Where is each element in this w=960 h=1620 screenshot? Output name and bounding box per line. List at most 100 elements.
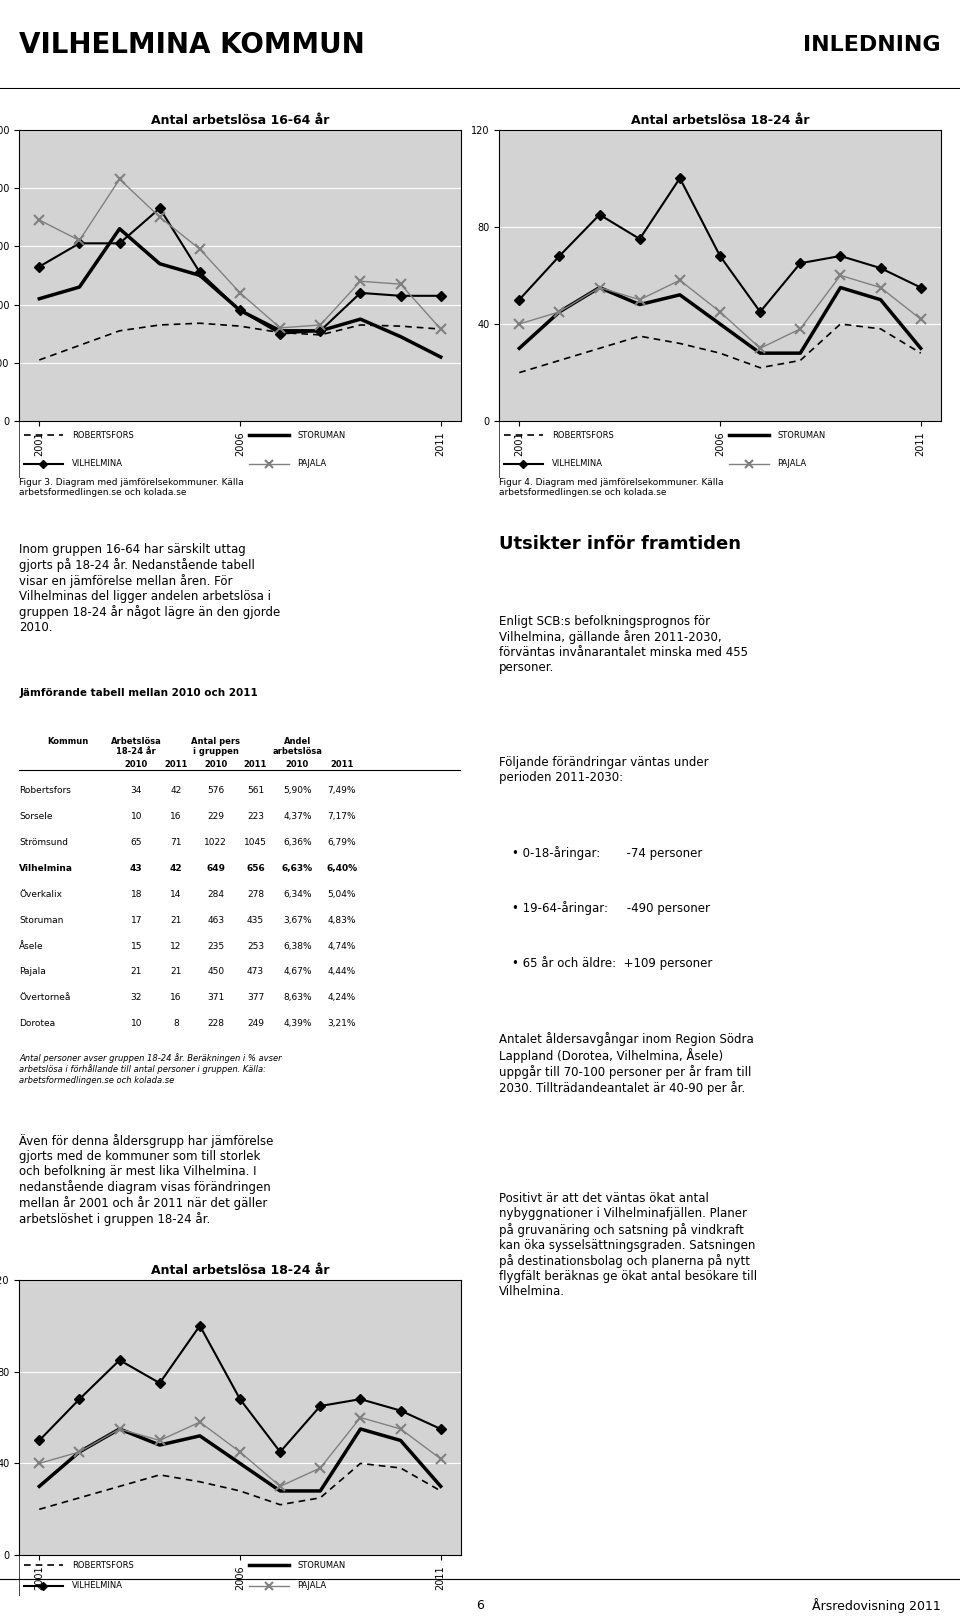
Text: 249: 249 xyxy=(247,1019,264,1029)
Text: 2010: 2010 xyxy=(204,760,228,770)
Text: Pajala: Pajala xyxy=(19,967,46,977)
Text: 3,67%: 3,67% xyxy=(283,915,312,925)
Text: 6,36%: 6,36% xyxy=(283,838,312,847)
Text: 18: 18 xyxy=(131,889,142,899)
Text: 235: 235 xyxy=(207,941,225,951)
Text: 5,04%: 5,04% xyxy=(327,889,356,899)
Text: 17: 17 xyxy=(131,915,142,925)
Text: 6: 6 xyxy=(476,1599,484,1612)
Text: 4,67%: 4,67% xyxy=(283,967,312,977)
Text: Övertorneå: Övertorneå xyxy=(19,993,71,1003)
Text: 2011: 2011 xyxy=(164,760,187,770)
Text: 649: 649 xyxy=(206,863,226,873)
Text: STORUMAN: STORUMAN xyxy=(298,431,346,441)
Text: Antal personer avser gruppen 18-24 år. Beräkningen i % avser
arbetslösa i förhål: Antal personer avser gruppen 18-24 år. B… xyxy=(19,1053,282,1085)
Text: 463: 463 xyxy=(207,915,225,925)
Text: • 0-18-åringar:       -74 personer: • 0-18-åringar: -74 personer xyxy=(513,846,703,860)
Text: Åsele: Åsele xyxy=(19,941,44,951)
Text: 4,24%: 4,24% xyxy=(327,993,356,1003)
Text: 6,40%: 6,40% xyxy=(326,863,357,873)
Text: 15: 15 xyxy=(131,941,142,951)
Text: VILHELMINA KOMMUN: VILHELMINA KOMMUN xyxy=(19,31,365,58)
Text: 6,38%: 6,38% xyxy=(283,941,312,951)
Text: 4,83%: 4,83% xyxy=(327,915,356,925)
Text: PAJALA: PAJALA xyxy=(298,1581,326,1591)
Text: 21: 21 xyxy=(170,915,181,925)
Text: 284: 284 xyxy=(207,889,225,899)
Text: 43: 43 xyxy=(130,863,142,873)
Text: STORUMAN: STORUMAN xyxy=(778,431,826,441)
Text: Strömsund: Strömsund xyxy=(19,838,68,847)
Title: Antal arbetslösa 16-64 år: Antal arbetslösa 16-64 år xyxy=(151,113,329,126)
Text: 4,39%: 4,39% xyxy=(283,1019,312,1029)
Text: 65: 65 xyxy=(131,838,142,847)
Text: Vilhelmina: Vilhelmina xyxy=(19,863,73,873)
Text: 4,44%: 4,44% xyxy=(327,967,356,977)
Text: PAJALA: PAJALA xyxy=(778,458,806,468)
Text: 12: 12 xyxy=(170,941,181,951)
Text: 2011: 2011 xyxy=(330,760,353,770)
Text: Antalet åldersavgångar inom Region Södra
Lappland (Dorotea, Vilhelmina, Åsele)
u: Antalet åldersavgångar inom Region Södra… xyxy=(499,1032,754,1095)
Text: 32: 32 xyxy=(131,993,142,1003)
Text: VILHELMINA: VILHELMINA xyxy=(72,1581,123,1591)
Text: • 19-64-åringar:     -490 personer: • 19-64-åringar: -490 personer xyxy=(513,901,710,915)
Text: 34: 34 xyxy=(131,786,142,795)
Text: PAJALA: PAJALA xyxy=(298,458,326,468)
Text: 228: 228 xyxy=(207,1019,225,1029)
Text: Inom gruppen 16-64 har särskilt uttag
gjorts på 18-24 år. Nedanstående tabell
vi: Inom gruppen 16-64 har särskilt uttag gj… xyxy=(19,543,280,633)
Text: 223: 223 xyxy=(247,812,264,821)
Text: 6,34%: 6,34% xyxy=(283,889,312,899)
Text: 2010: 2010 xyxy=(286,760,309,770)
Text: INLEDNING: INLEDNING xyxy=(804,34,941,55)
Text: Följande förändringar väntas under
perioden 2011-2030:: Följande förändringar väntas under perio… xyxy=(499,755,708,784)
Text: 42: 42 xyxy=(170,786,181,795)
Text: STORUMAN: STORUMAN xyxy=(298,1560,346,1570)
Text: 2011: 2011 xyxy=(244,760,267,770)
Title: Antal arbetslösa 18-24 år: Antal arbetslösa 18-24 år xyxy=(151,1264,329,1277)
Text: 8,63%: 8,63% xyxy=(283,993,312,1003)
Text: ROBERTSFORS: ROBERTSFORS xyxy=(72,431,134,441)
Text: 576: 576 xyxy=(207,786,225,795)
Text: 5,90%: 5,90% xyxy=(283,786,312,795)
Text: 3,21%: 3,21% xyxy=(327,1019,356,1029)
Text: Enligt SCB:s befolkningsprognos för
Vilhelmina, gällande åren 2011-2030,
förvänt: Enligt SCB:s befolkningsprognos för Vilh… xyxy=(499,616,748,674)
Text: Kommun: Kommun xyxy=(47,737,88,745)
Text: 473: 473 xyxy=(247,967,264,977)
Text: 21: 21 xyxy=(131,967,142,977)
Text: Figur 3. Diagram med jämförelsekommuner. Källa
arbetsformedlingen.se och kolada.: Figur 3. Diagram med jämförelsekommuner.… xyxy=(19,478,244,497)
Text: Andel
arbetslösa: Andel arbetslösa xyxy=(273,737,323,757)
Text: 42: 42 xyxy=(170,863,182,873)
Title: Antal arbetslösa 18-24 år: Antal arbetslösa 18-24 år xyxy=(631,113,809,126)
Text: 4,74%: 4,74% xyxy=(327,941,356,951)
Text: 2010: 2010 xyxy=(125,760,148,770)
Text: 71: 71 xyxy=(170,838,181,847)
Text: 656: 656 xyxy=(246,863,265,873)
Text: Utsikter inför framtiden: Utsikter inför framtiden xyxy=(499,535,741,552)
Text: Arbetslösa
18-24 år: Arbetslösa 18-24 år xyxy=(110,737,161,757)
Text: 10: 10 xyxy=(131,812,142,821)
Text: 229: 229 xyxy=(207,812,225,821)
Text: 371: 371 xyxy=(207,993,225,1003)
Text: 4,37%: 4,37% xyxy=(283,812,312,821)
Text: 1022: 1022 xyxy=(204,838,228,847)
Text: VILHELMINA: VILHELMINA xyxy=(552,458,603,468)
Text: Dorotea: Dorotea xyxy=(19,1019,56,1029)
Text: Jämförande tabell mellan 2010 och 2011: Jämförande tabell mellan 2010 och 2011 xyxy=(19,688,258,698)
Text: 253: 253 xyxy=(247,941,264,951)
Text: 21: 21 xyxy=(170,967,181,977)
Text: Robertsfors: Robertsfors xyxy=(19,786,71,795)
Text: 1045: 1045 xyxy=(244,838,267,847)
Text: 377: 377 xyxy=(247,993,264,1003)
Text: Överkalix: Överkalix xyxy=(19,889,62,899)
Text: Årsredovisning 2011: Årsredovisning 2011 xyxy=(812,1597,941,1614)
Text: Storuman: Storuman xyxy=(19,915,63,925)
Text: 435: 435 xyxy=(247,915,264,925)
Text: Sorsele: Sorsele xyxy=(19,812,53,821)
Text: 8: 8 xyxy=(173,1019,179,1029)
Text: Positivt är att det väntas ökat antal
nybyggnationer i Vilhelminafjällen. Planer: Positivt är att det väntas ökat antal ny… xyxy=(499,1192,757,1298)
Text: 10: 10 xyxy=(131,1019,142,1029)
Text: Antal pers
i gruppen: Antal pers i gruppen xyxy=(191,737,240,757)
Text: 6,79%: 6,79% xyxy=(327,838,356,847)
Text: ROBERTSFORS: ROBERTSFORS xyxy=(552,431,614,441)
Text: Även för denna åldersgrupp har jämförelse
gjorts med de kommuner som till storle: Även för denna åldersgrupp har jämförels… xyxy=(19,1134,274,1226)
